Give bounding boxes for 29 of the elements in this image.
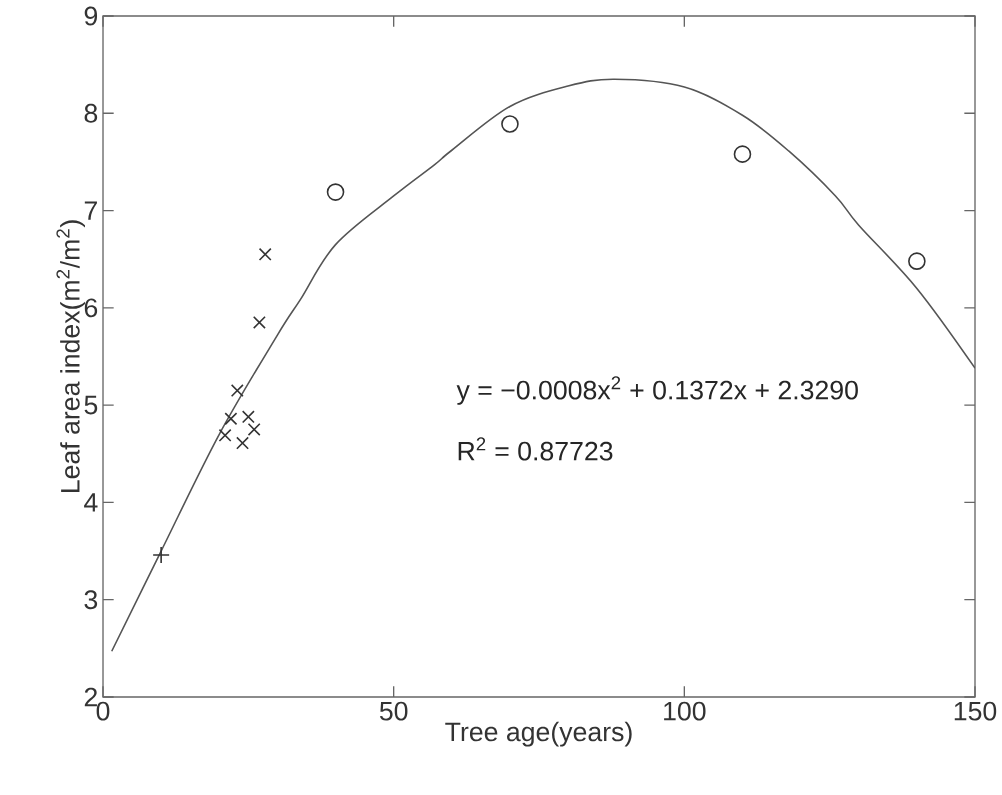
y-axis-title: Leaf area index(m$^{2}$/m$^{2}$) bbox=[56, 220, 85, 493]
annotation: y = −0.0008x$^{2}$ + 0.1372x + 2.3290 bbox=[456, 376, 858, 405]
y-tick-label: 7 bbox=[84, 201, 97, 220]
point bbox=[230, 384, 244, 397]
annotation: R$^{2}$ = 0.87723 bbox=[458, 437, 613, 461]
point bbox=[252, 315, 266, 329]
y-tick-label: 9 bbox=[84, 6, 98, 26]
point bbox=[241, 410, 255, 424]
point bbox=[218, 428, 232, 442]
point bbox=[501, 115, 519, 133]
y-tick-label: 6 bbox=[84, 298, 98, 318]
line-series bbox=[110, 78, 975, 653]
point bbox=[247, 423, 261, 436]
point bbox=[733, 145, 752, 163]
point bbox=[326, 183, 345, 201]
x-tick-label: 0 bbox=[96, 701, 110, 721]
point bbox=[908, 252, 926, 270]
y-tick-label: 4 bbox=[84, 493, 98, 512]
point bbox=[224, 412, 238, 426]
x-tick-label: 150 bbox=[954, 701, 997, 721]
y-tick-label: 8 bbox=[84, 103, 98, 123]
y-tick-label: 3 bbox=[84, 590, 98, 610]
point bbox=[258, 247, 272, 261]
x-tick-label: 100 bbox=[664, 701, 706, 721]
x-tick-label: 50 bbox=[379, 701, 408, 721]
y-tick-label: 2 bbox=[84, 687, 97, 707]
x-axis-title: Tree age(years) bbox=[445, 721, 632, 747]
y-tick-label: 5 bbox=[84, 395, 98, 415]
point bbox=[236, 436, 249, 450]
